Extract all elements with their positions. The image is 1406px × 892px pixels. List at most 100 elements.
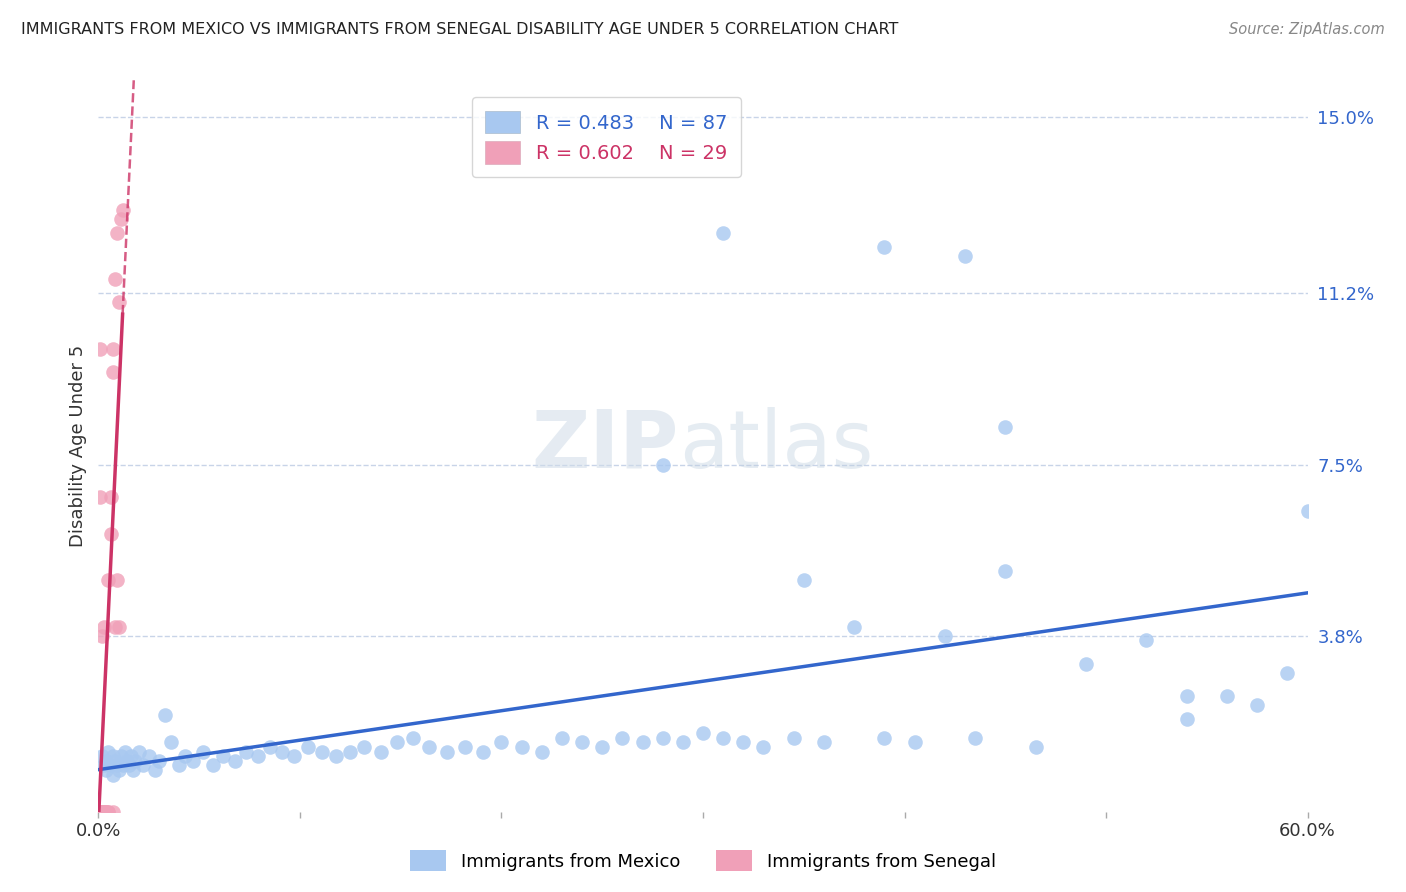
Text: IMMIGRANTS FROM MEXICO VS IMMIGRANTS FROM SENEGAL DISABILITY AGE UNDER 5 CORRELA: IMMIGRANTS FROM MEXICO VS IMMIGRANTS FRO… [21, 22, 898, 37]
Point [138, 749, 160, 764]
Point [91, 805, 114, 819]
Point [212, 749, 235, 764]
Point [103, 619, 125, 633]
Point [325, 749, 347, 764]
Point [96, 754, 118, 768]
Point [873, 240, 896, 254]
Point [110, 749, 132, 764]
Point [1216, 689, 1239, 703]
Point [571, 735, 593, 749]
Point [174, 749, 197, 764]
Point [339, 745, 361, 759]
Point [96, 805, 118, 819]
Point [353, 739, 375, 754]
Point [93, 805, 115, 819]
Point [124, 754, 146, 768]
Point [93, 805, 115, 819]
Point [418, 739, 440, 754]
Point [105, 574, 128, 588]
Point [103, 754, 125, 768]
Point [101, 749, 124, 764]
Point [510, 739, 533, 754]
Point [111, 202, 134, 217]
Point [672, 735, 695, 749]
Point [283, 749, 305, 764]
Point [107, 619, 129, 633]
Point [167, 758, 190, 772]
Point [259, 739, 281, 754]
Point [651, 458, 673, 472]
Point [1246, 698, 1268, 713]
Point [651, 731, 673, 745]
Point [934, 629, 956, 643]
Point [100, 490, 122, 504]
Point [1025, 739, 1047, 754]
Point [793, 574, 815, 588]
Point [100, 758, 122, 772]
Point [91, 805, 114, 819]
Point [311, 745, 333, 759]
Point [93, 805, 115, 819]
Point [612, 731, 634, 745]
Point [111, 758, 134, 772]
Point [551, 731, 574, 745]
Point [132, 758, 155, 772]
Point [89, 805, 111, 819]
Legend: R = 0.483    N = 87, R = 0.602    N = 29: R = 0.483 N = 87, R = 0.602 N = 29 [471, 97, 741, 178]
Point [711, 731, 734, 745]
Point [148, 754, 170, 768]
Point [1175, 712, 1198, 726]
Point [101, 805, 124, 819]
Point [813, 735, 835, 749]
Point [97, 805, 120, 819]
Point [733, 735, 755, 749]
Point [100, 527, 122, 541]
Point [193, 745, 215, 759]
Point [472, 745, 495, 759]
Point [270, 745, 292, 759]
Point [844, 619, 866, 633]
Point [297, 739, 319, 754]
Point [402, 731, 425, 745]
Point [97, 745, 120, 759]
Text: ZIP: ZIP [531, 407, 679, 485]
Point [994, 420, 1017, 434]
Point [1277, 665, 1299, 680]
Text: atlas: atlas [679, 407, 873, 485]
Point [110, 212, 132, 227]
Point [491, 735, 513, 749]
Point [783, 731, 806, 745]
Point [91, 749, 114, 764]
Point [530, 745, 553, 759]
Point [1175, 689, 1198, 703]
Point [89, 805, 111, 819]
Point [96, 805, 118, 819]
Point [121, 763, 143, 777]
Point [120, 749, 142, 764]
Point [1296, 504, 1319, 518]
Point [97, 805, 120, 819]
Y-axis label: Disability Age Under 5: Disability Age Under 5 [69, 345, 87, 547]
Point [436, 745, 458, 759]
Point [114, 745, 136, 759]
Point [235, 745, 257, 759]
Point [160, 735, 183, 749]
Point [1135, 633, 1157, 648]
Point [631, 735, 654, 749]
Point [711, 226, 734, 240]
Point [953, 249, 976, 263]
Point [107, 295, 129, 310]
Point [153, 707, 176, 722]
Point [89, 342, 111, 356]
Point [91, 629, 114, 643]
Point [873, 731, 896, 745]
Point [128, 745, 150, 759]
Point [103, 272, 125, 286]
Point [202, 758, 225, 772]
Point [97, 574, 120, 588]
Point [101, 365, 124, 379]
Point [904, 735, 927, 749]
Text: Source: ZipAtlas.com: Source: ZipAtlas.com [1229, 22, 1385, 37]
Point [105, 758, 128, 772]
Point [181, 754, 204, 768]
